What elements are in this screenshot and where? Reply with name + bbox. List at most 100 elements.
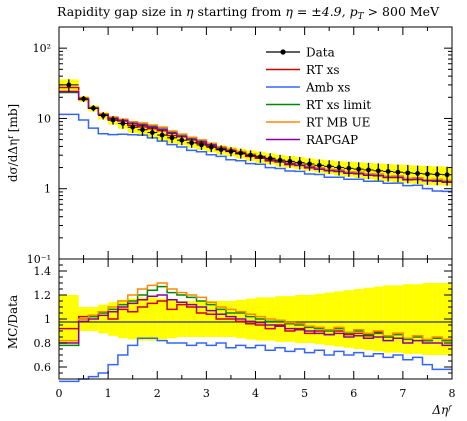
data-point [287,158,293,164]
ratio-series-line [59,337,452,383]
legend-entry: RAPGAP [266,133,358,147]
main-band-layer [59,79,452,186]
legend: Data RT xs Amb xs RT xs limit RT MB UE RAPGAP [266,46,371,147]
legend-entry: Amb xs [266,81,350,95]
chart-title: Rapidity gap size in η starting from η =… [57,4,440,22]
ratio-y-tick-label: 1 [44,313,51,326]
x-tick-label: 1 [105,387,112,400]
x-tick-label: 2 [154,387,161,400]
x-tick-label: 3 [203,387,210,400]
ratio-band-bin [284,296,295,342]
data-point [189,140,195,146]
ratio-band-bin [314,293,325,345]
ratio-y-tick-label: 1.2 [34,289,52,302]
data-point [208,144,214,150]
main-series-line [59,113,452,193]
data-points-layer [59,79,452,186]
ratio-series-layer [59,282,452,383]
ratio-band-bin [98,304,109,334]
data-point [346,165,352,171]
ratio-band-bin [422,283,433,355]
x-tick-label: 7 [399,387,406,400]
ratio-band-bin [383,285,394,353]
main-y-ticks: 10⁻¹ 1 10 10² [27,26,452,266]
x-tick-label: 4 [252,387,259,400]
x-tick-label: 5 [301,387,308,400]
legend-label: RAPGAP [306,133,358,147]
data-point [356,166,362,172]
ratio-band-bin [176,301,187,337]
main-series-layer [59,86,452,193]
data-point [395,169,401,175]
ratio-band-bin [353,289,364,349]
data-point [444,172,450,178]
main-y-tick-label: 1 [44,183,51,196]
data-point [297,160,303,166]
data-point [267,156,273,161]
data-point [316,162,322,168]
legend-entry: RT MB UE [266,116,370,130]
ratio-band-bin [343,290,354,348]
data-point [199,142,204,148]
ratio-band-bin [245,298,256,340]
data-point [120,120,126,126]
ratio-band-bin [127,298,138,340]
data-point [169,135,175,141]
ratio-x-ticks: 0 1 2 3 4 5 6 7 8 [56,259,456,400]
data-point [336,165,342,170]
data-point [66,82,72,88]
data-point [434,171,440,177]
data-point [307,161,312,167]
ratio-band-bin [117,299,128,339]
data-point [366,167,371,173]
legend-label: Amb xs [305,81,350,95]
ratio-band-bin [334,291,344,347]
x-tick-label: 0 [56,387,63,400]
legend-entry: RT xs [266,63,340,77]
data-point [425,171,430,177]
ratio-band-bin [137,297,148,341]
ratio-y-tick-label: 0.8 [34,337,52,350]
main-x-ticks [58,27,453,259]
ratio-band-bin [294,295,305,343]
data-point [81,96,86,102]
ratio-y-ticks: 0.6 0.8 1 1.2 1.4 [34,258,452,380]
ratio-band-bin [324,292,335,346]
data-point [130,124,136,130]
legend-label: RT xs [306,63,340,77]
legend-label: RT xs limit [306,98,371,112]
data-point [238,150,244,156]
legend-label: Data [306,46,335,60]
ratio-band-bin [412,284,423,354]
ratio-band-bin [196,301,207,337]
ratio-band-bin [304,295,315,343]
ratio-band-bin [393,285,403,353]
ratio-band-bin [206,301,217,337]
ratio-band-bin [275,296,285,342]
data-point [110,117,116,123]
legend-entry: Data [266,46,335,60]
ratio-band-bin [157,298,168,340]
data-point [149,130,155,135]
data-point [248,152,253,158]
ratio-y-tick-label: 0.6 [34,361,52,374]
ratio-panel: 0.6 0.8 1 1.2 1.4 0 1 2 3 4 5 6 7 8 [34,258,456,400]
legend-data-marker [280,49,286,55]
data-point [218,147,224,153]
ratio-series-line [59,294,452,347]
data-point [90,105,96,111]
ratio-series-line [59,285,452,347]
main-y-tick-label: 10 [37,112,51,125]
data-point [258,154,263,160]
main-panel: 10⁻¹ 1 10 10² [27,26,453,266]
ratio-band-bin [147,297,158,341]
legend-label: RT MB UE [306,116,370,130]
data-point [326,163,332,169]
ratio-band-bin [363,287,374,351]
data-point [140,127,145,133]
data-point [405,170,411,176]
data-point [385,169,391,174]
x-tick-label: 8 [449,387,456,400]
main-frame [58,26,453,260]
